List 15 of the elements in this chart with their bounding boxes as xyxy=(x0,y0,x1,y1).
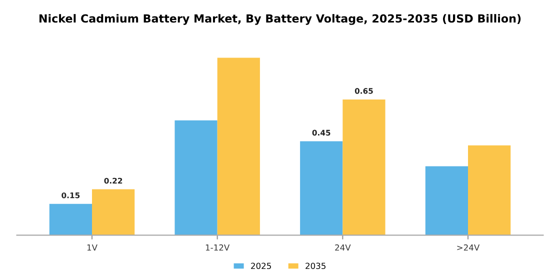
bar xyxy=(468,145,511,236)
bar xyxy=(300,141,343,236)
legend-label: 2035 xyxy=(306,262,326,270)
x-tick-label: 1V xyxy=(87,244,98,251)
bar xyxy=(217,58,260,236)
bar xyxy=(174,120,218,236)
chart-title: Nickel Cadmium Battery Market, By Battery Voltage, 2025-2035 (USD Billion) xyxy=(39,14,521,25)
bar xyxy=(342,99,386,236)
bar xyxy=(49,204,92,236)
bar xyxy=(92,189,135,236)
x-tick-label: 24V xyxy=(335,244,351,251)
legend-label: 2025 xyxy=(251,262,271,270)
x-tick-label: 1-12V xyxy=(206,244,230,251)
bar xyxy=(425,166,468,236)
x-tick-label: >24V xyxy=(457,244,480,251)
